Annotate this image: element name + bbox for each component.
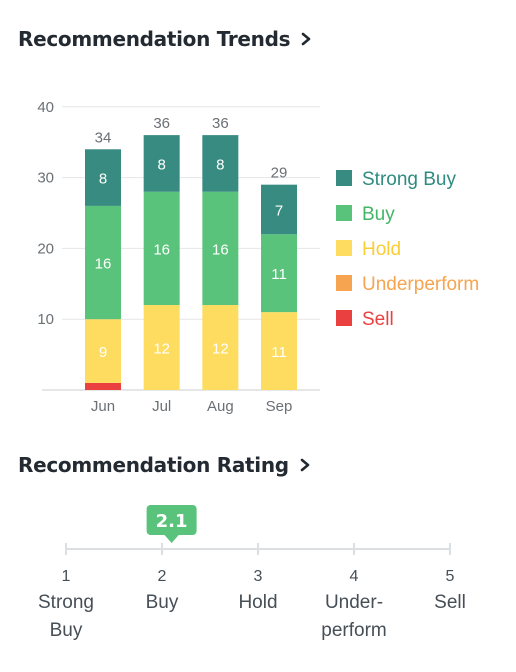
bar-segment [202, 191, 239, 306]
x-tick-label: Jul [152, 398, 171, 415]
legend-label: Sell [362, 309, 394, 330]
bar-value-label: 12 [212, 341, 229, 358]
recommendation-trends-label: Recommendation Trends [18, 27, 291, 51]
scale-tick-label: Buy [146, 592, 179, 613]
bar-segment [85, 205, 121, 320]
legend-label: Strong Buy [362, 169, 456, 190]
recommendation-rating-scale: 1 Strong Buy 2 Buy 3 Hold 4 Under-perform 5 Sell 2.… [38, 505, 466, 641]
bar-value-label: 8 [216, 156, 224, 173]
legend-swatch [336, 170, 352, 186]
bar-segment [202, 135, 239, 192]
rating-marker-pointer [163, 534, 180, 543]
bar-value-label: 16 [212, 241, 229, 258]
legend-label: Buy [362, 204, 395, 225]
recommendation-trends-title[interactable]: Recommendation Trends [18, 27, 312, 51]
bar-segment [143, 305, 180, 390]
bar-value-label: 7 [275, 202, 283, 219]
rating-marker [146, 505, 197, 535]
x-tick-label: Aug [207, 398, 234, 415]
bar-value-label: 8 [99, 171, 107, 188]
chevron-right-icon [300, 458, 310, 472]
y-tick-label: 20 [37, 240, 54, 257]
bar-segment [261, 184, 298, 235]
x-tick-label: Jun [91, 398, 115, 415]
legend-label: Underperform [362, 274, 479, 295]
scale-tick-number: 2 [158, 568, 167, 585]
bar-value-label: 8 [157, 156, 165, 173]
bar-total-label: 36 [212, 115, 229, 132]
scale-tick-label: Hold [238, 592, 277, 613]
recommendation-trends-chart: 10 20 30 40 9 16 8 34 Jun 12 16 8 36 Jul 12 16 8 36 Aug 11 1… [37, 99, 479, 415]
y-tick-label: 10 [37, 311, 54, 328]
scale-tick-label: Buy [50, 620, 83, 641]
bar-total-label: 29 [271, 165, 288, 182]
x-tick-label: Sep [266, 398, 293, 415]
bar-value-label: 11 [271, 266, 287, 283]
bar-segment [143, 191, 180, 306]
scale-tick-number: 5 [446, 568, 455, 585]
scale-tick-number: 1 [62, 568, 71, 585]
chevron-right-icon [301, 32, 311, 46]
scale-tick-label: perform [321, 620, 386, 641]
legend-swatch [336, 240, 352, 256]
y-tick-label: 40 [37, 99, 54, 116]
recommendation-rating-label: Recommendation Rating [18, 453, 289, 477]
legend-swatch [336, 275, 352, 291]
recommendation-rating-title[interactable]: Recommendation Rating [18, 453, 311, 477]
bar-value-label: 11 [271, 344, 287, 361]
bar-segment [261, 312, 298, 390]
bar-value-label: 16 [153, 241, 170, 258]
legend-swatch [336, 310, 352, 326]
bar-value-label: 9 [99, 344, 107, 361]
scale-tick-label: Sell [434, 592, 466, 613]
bar-segment [85, 149, 121, 206]
legend-swatch [336, 205, 352, 221]
rating-value-label: 2.1 [156, 511, 188, 532]
bar-segment [261, 234, 298, 313]
bar-value-label: 16 [95, 256, 112, 273]
bar-segment [143, 135, 180, 192]
scale-tick-number: 3 [254, 568, 263, 585]
bar-segment [85, 382, 121, 390]
scale-tick-label: Under- [325, 592, 383, 613]
scale-tick-number: 4 [350, 568, 359, 585]
scale-tick-label: Strong [38, 592, 94, 613]
bar-segment [202, 305, 239, 390]
y-tick-label: 30 [37, 170, 54, 187]
legend-label: Hold [362, 239, 401, 260]
bar-total-label: 34 [95, 129, 112, 146]
bar-value-label: 12 [153, 341, 170, 358]
bar-segment [85, 319, 121, 383]
bar-total-label: 36 [153, 115, 170, 132]
